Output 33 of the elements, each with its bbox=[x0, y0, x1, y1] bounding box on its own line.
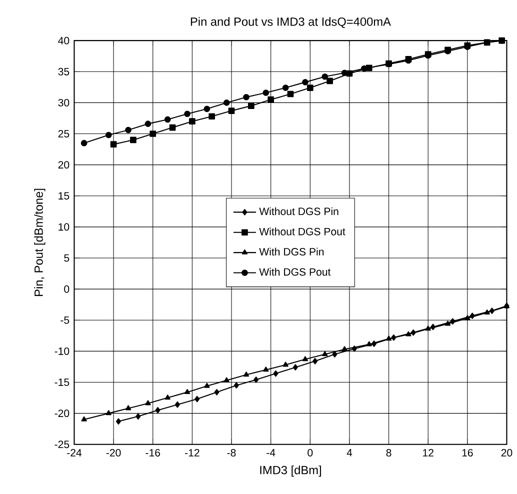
y-tick-label: 15 bbox=[58, 192, 70, 200]
x-tick-label: -12 bbox=[185, 449, 200, 456]
x-tick-label: 20 bbox=[501, 449, 512, 457]
chart-title: Pin and Pout vs IMD3 at IdsQ=400mA bbox=[190, 17, 391, 28]
y-tick-label: -15 bbox=[54, 378, 70, 386]
y-axis-title: Pin, Pout [dBm/tone] bbox=[34, 188, 46, 296]
x-tick-label: -16 bbox=[146, 449, 160, 457]
x-tick-label: -4 bbox=[266, 449, 276, 456]
x-tick-label: -20 bbox=[106, 449, 121, 457]
legend-label: With DGS Pout bbox=[259, 268, 331, 276]
x-tick-label: -24 bbox=[67, 449, 82, 456]
y-tick-label: 40 bbox=[58, 36, 70, 44]
y-tick-label: 35 bbox=[58, 68, 70, 76]
x-tick-label: 0 bbox=[308, 449, 313, 457]
y-tick-label: 20 bbox=[58, 161, 70, 169]
y-tick-label: -25 bbox=[54, 440, 70, 448]
x-axis-title: IMD3 [dBm] bbox=[260, 466, 321, 477]
y-tick-label: 0 bbox=[64, 285, 70, 293]
legend-label: Without DGS Pin bbox=[259, 207, 338, 216]
x-tick-label: 4 bbox=[346, 449, 352, 456]
x-tick-label: 12 bbox=[423, 449, 434, 456]
y-tick-label: -10 bbox=[54, 348, 70, 355]
x-tick-label: 16 bbox=[462, 449, 473, 457]
legend-label: Without DGS Pout bbox=[259, 228, 346, 236]
y-tick-label: 10 bbox=[58, 223, 70, 231]
legend-label: With DGS Pin bbox=[259, 248, 324, 256]
y-tick-label: 30 bbox=[58, 99, 70, 106]
x-tick-label: 8 bbox=[386, 449, 392, 457]
y-tick-label: -20 bbox=[54, 410, 70, 418]
y-tick-label: -5 bbox=[60, 316, 70, 324]
y-tick-label: 25 bbox=[58, 130, 70, 138]
y-tick-label: 5 bbox=[64, 254, 70, 262]
x-tick-label: -8 bbox=[227, 449, 236, 457]
